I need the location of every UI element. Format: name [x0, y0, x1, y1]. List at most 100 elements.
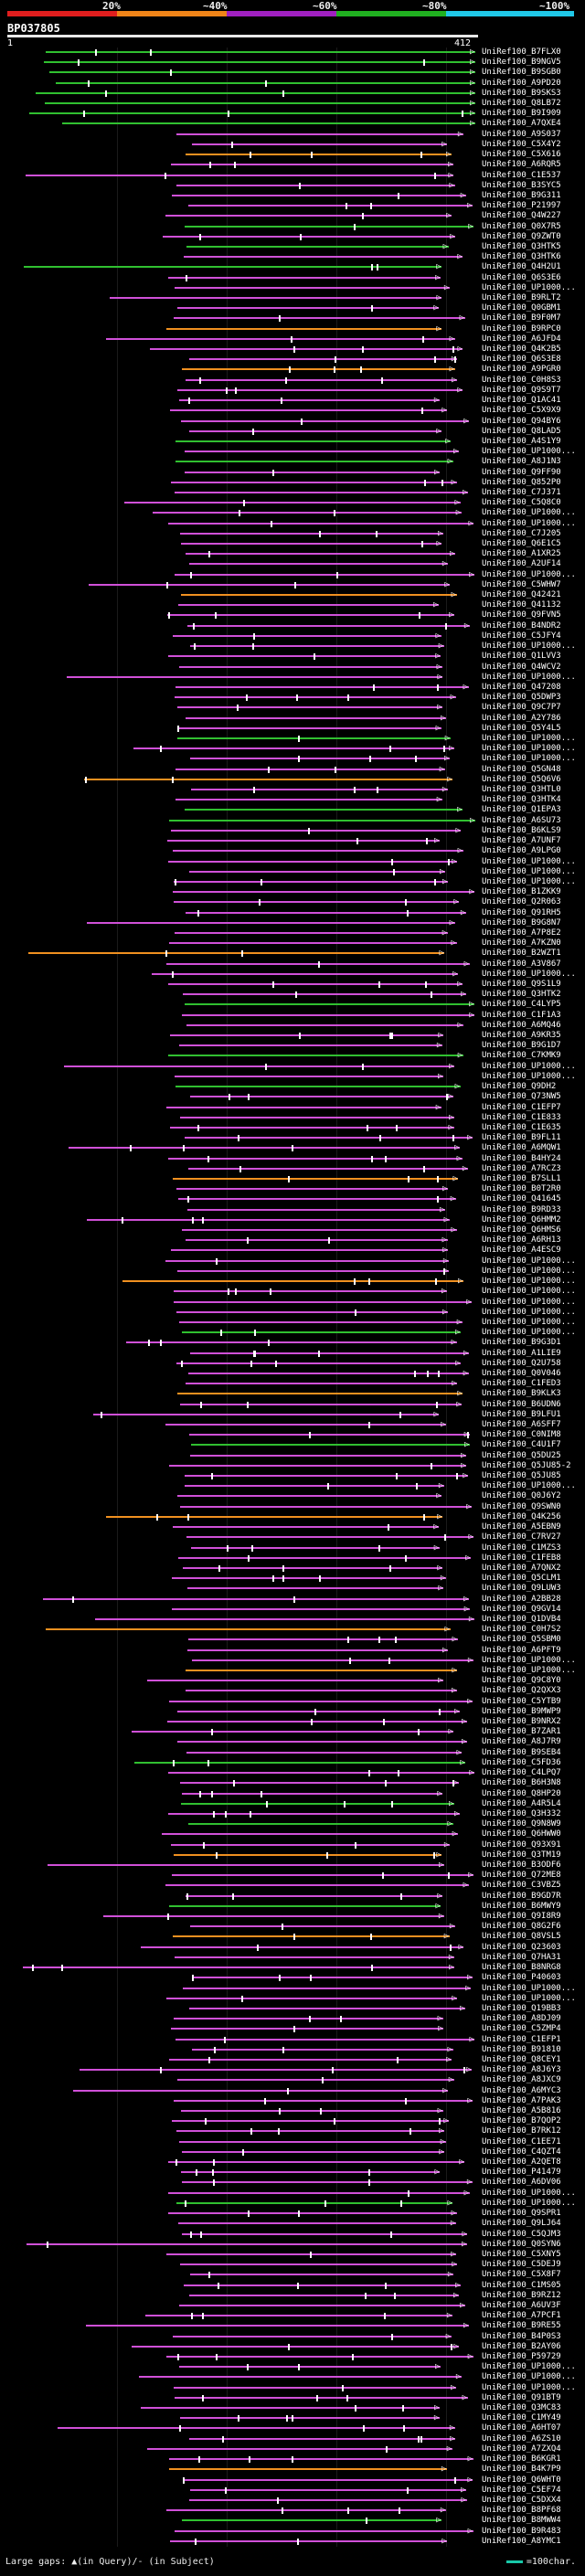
hit-label[interactable]: UniRef100_UP1000...	[482, 2198, 576, 2208]
hit-label[interactable]: UniRef100_C5Q8C0	[482, 498, 561, 508]
hit-row[interactable]: ▷ UniRef100_Q4H2U1	[0, 262, 585, 272]
hit-label[interactable]: UniRef100_B6H3N8	[482, 1778, 561, 1788]
hit-label[interactable]: UniRef100_A7ZXQ4	[482, 2443, 561, 2454]
hit-label[interactable]: UniRef100_C7KMK9	[482, 1051, 561, 1061]
hit-row[interactable]: ▷ UniRef100_A7RCZ3	[0, 1164, 585, 1174]
hit-label[interactable]: UniRef100_B4NDR2	[482, 620, 561, 631]
hit-row[interactable]: ▷ UniRef100_C1FED3	[0, 1379, 585, 1389]
hit-label[interactable]: UniRef100_Q0GBM1	[482, 303, 561, 313]
hit-label[interactable]: UniRef100_A8JXC9	[482, 2075, 561, 2085]
hit-row[interactable]: ▷ UniRef100_B9SGB0	[0, 68, 585, 78]
hit-label[interactable]: UniRef100_A7PCF1	[482, 2311, 561, 2321]
hit-label[interactable]: UniRef100_B2AY06	[482, 2341, 561, 2351]
hit-label[interactable]: UniRef100_A9PD20	[482, 78, 561, 88]
hit-label[interactable]: UniRef100_Q93X91	[482, 1839, 561, 1850]
hit-row[interactable]: ▷ UniRef100_Q1DVB4	[0, 1615, 585, 1625]
hit-label[interactable]: UniRef100_B9R483	[482, 2526, 561, 2536]
hit-row[interactable]: ▷ UniRef100_Q3HTK4	[0, 795, 585, 805]
hit-row[interactable]: ▷ UniRef100_B0T2R0	[0, 1184, 585, 1194]
hit-label[interactable]: UniRef100_C1E833	[482, 1112, 561, 1122]
hit-label[interactable]: UniRef100_Q91BT9	[482, 2392, 561, 2402]
hit-row[interactable]: ▷ UniRef100_P21997	[0, 201, 585, 211]
hit-row[interactable]: ▷ UniRef100_Q4WCV2	[0, 663, 585, 673]
hit-label[interactable]: UniRef100_Q3H332	[482, 1808, 561, 1818]
hit-row[interactable]: ▷ UniRef100_C5XNY5	[0, 2250, 585, 2260]
hit-row[interactable]: ▷ UniRef100_A4ESC9	[0, 1246, 585, 1256]
hit-row[interactable]: ▷ UniRef100_C1MY49	[0, 2413, 585, 2423]
hit-label[interactable]: UniRef100_Q1DVB4	[482, 1614, 561, 1624]
hit-label[interactable]: UniRef100_Q4WCV2	[482, 662, 561, 672]
hit-label[interactable]: UniRef100_C7RV27	[482, 1532, 561, 1542]
hit-row[interactable]: ▷ UniRef100_A3V867	[0, 959, 585, 970]
hit-label[interactable]: UniRef100_Q9FF90	[482, 467, 561, 477]
hit-label[interactable]: UniRef100_C1MS05	[482, 2280, 561, 2290]
hit-row[interactable]: ▷ UniRef100_B2AY06	[0, 2342, 585, 2352]
hit-label[interactable]: UniRef100_Q6WHT0	[482, 2475, 561, 2485]
hit-row[interactable]: ▷ UniRef100_C4LPQ7	[0, 1768, 585, 1778]
hit-label[interactable]: UniRef100_A7QNX2	[482, 1563, 561, 1573]
hit-row[interactable]: ▷ UniRef100_A2QET8	[0, 2157, 585, 2168]
hit-label[interactable]: UniRef100_Q3HTK6	[482, 252, 561, 262]
hit-row[interactable]: ▷ UniRef100_B9SEB4	[0, 1748, 585, 1758]
hit-row[interactable]: ▷ UniRef100_C1E537	[0, 171, 585, 181]
hit-label[interactable]: UniRef100_B9I909	[482, 109, 561, 119]
hit-label[interactable]: UniRef100_B9NGV5	[482, 58, 561, 68]
hit-row[interactable]: ▷ UniRef100_B4P0S3	[0, 2332, 585, 2342]
hit-label[interactable]: UniRef100_C1E537	[482, 170, 561, 180]
hit-row[interactable]: ▷ UniRef100_C1EE71	[0, 2137, 585, 2147]
hit-row[interactable]: ▷ UniRef100_Q0GBM1	[0, 303, 585, 313]
hit-row[interactable]: ▷ UniRef100_UP1000...	[0, 508, 585, 518]
hit-row[interactable]: ▷ UniRef100_UP1000...	[0, 1062, 585, 1072]
hit-row[interactable]: ▷ UniRef100_A8J6Y3	[0, 2065, 585, 2075]
hit-label[interactable]: UniRef100_B3ODF6	[482, 1860, 561, 1870]
hit-label[interactable]: UniRef100_Q9DH2	[482, 1082, 557, 1092]
hit-row[interactable]: ▷ UniRef100_UP1000...	[0, 1072, 585, 1082]
hit-row[interactable]: ▷ UniRef100_Q8G2F6	[0, 1922, 585, 1932]
hit-label[interactable]: UniRef100_P21997	[482, 201, 561, 211]
hit-label[interactable]: UniRef100_A5B816	[482, 2106, 561, 2115]
hit-label[interactable]: UniRef100_A4R5L4	[482, 1798, 561, 1808]
hit-row[interactable]: ▷ UniRef100_A6MQ46	[0, 1021, 585, 1031]
hit-row[interactable]: ▷ UniRef100_A9PD20	[0, 79, 585, 89]
hit-row[interactable]: ▷ UniRef100_B9KLK3	[0, 1389, 585, 1399]
hit-label[interactable]: UniRef100_A6SU73	[482, 815, 561, 825]
hit-label[interactable]: UniRef100_Q2QXX3	[482, 1686, 561, 1696]
hit-label[interactable]: UniRef100_Q9LJ64	[482, 2219, 561, 2229]
hit-row[interactable]: ▷ UniRef100_A6HT07	[0, 2423, 585, 2433]
hit-row[interactable]: ▷ UniRef100_B3SYC5	[0, 181, 585, 191]
hit-label[interactable]: UniRef100_Q3MC83	[482, 2403, 561, 2413]
hit-row[interactable]: ▷ UniRef100_B7ZAR1	[0, 1727, 585, 1737]
hit-row[interactable]: ▷ UniRef100_Q5DU25	[0, 1451, 585, 1461]
hit-row[interactable]: ▷ UniRef100_Q73NW5	[0, 1092, 585, 1102]
hit-row[interactable]: ▷ UniRef100_UP1000...	[0, 1656, 585, 1666]
hit-label[interactable]: UniRef100_C4LYP5	[482, 1000, 561, 1010]
hit-row[interactable]: ▷ UniRef100_B9LFU1	[0, 1410, 585, 1420]
hit-label[interactable]: UniRef100_Q9LUW3	[482, 1584, 561, 1594]
hit-row[interactable]: ▷ UniRef100_B6H3N8	[0, 1778, 585, 1788]
hit-row[interactable]: ▷ UniRef100_UP1000...	[0, 1994, 585, 2004]
hit-row[interactable]: ▷ UniRef100_A4S1Y9	[0, 437, 585, 447]
hit-row[interactable]: ▷ UniRef100_Q72ME8	[0, 1871, 585, 1881]
hit-row[interactable]: ▷ UniRef100_A9S037	[0, 130, 585, 140]
hit-label[interactable]: UniRef100_A4S1Y9	[482, 436, 561, 446]
hit-label[interactable]: UniRef100_UP1000...	[482, 508, 576, 518]
hit-label[interactable]: UniRef100_A9LPG0	[482, 846, 561, 856]
hit-row[interactable]: ▷ UniRef100_UP1000...	[0, 2362, 585, 2372]
hit-label[interactable]: UniRef100_Q7HA31	[482, 1952, 561, 1962]
hit-row[interactable]: ▷ UniRef100_C4LYP5	[0, 1000, 585, 1010]
hit-label[interactable]: UniRef100_P40603	[482, 1973, 561, 1983]
hit-row[interactable]: ▷ UniRef100_UP1000...	[0, 1308, 585, 1318]
hit-row[interactable]: ▷ UniRef100_C0H8S3	[0, 376, 585, 386]
hit-row[interactable]: ▷ UniRef100_B8NRG8	[0, 1963, 585, 1973]
hit-row[interactable]: ▷ UniRef100_UP1000...	[0, 1481, 585, 1491]
hit-row[interactable]: ▷ UniRef100_A6RH13	[0, 1235, 585, 1246]
hit-row[interactable]: ▷ UniRef100_Q0SYN6	[0, 2240, 585, 2250]
hit-label[interactable]: UniRef100_UP1000...	[482, 1993, 576, 2003]
hit-row[interactable]: ▷ UniRef100_UP1000...	[0, 641, 585, 652]
hit-row[interactable]: ▷ UniRef100_UP1000...	[0, 1666, 585, 1676]
hit-row[interactable]: ▷ UniRef100_B6KGR1	[0, 2454, 585, 2465]
hit-row[interactable]: ▷ UniRef100_Q9FF90	[0, 468, 585, 478]
hit-label[interactable]: UniRef100_UP1000...	[482, 2382, 576, 2392]
hit-row[interactable]: ▷ UniRef100_C1E635	[0, 1123, 585, 1133]
hit-row[interactable]: ▷ UniRef100_C5JFY4	[0, 631, 585, 641]
